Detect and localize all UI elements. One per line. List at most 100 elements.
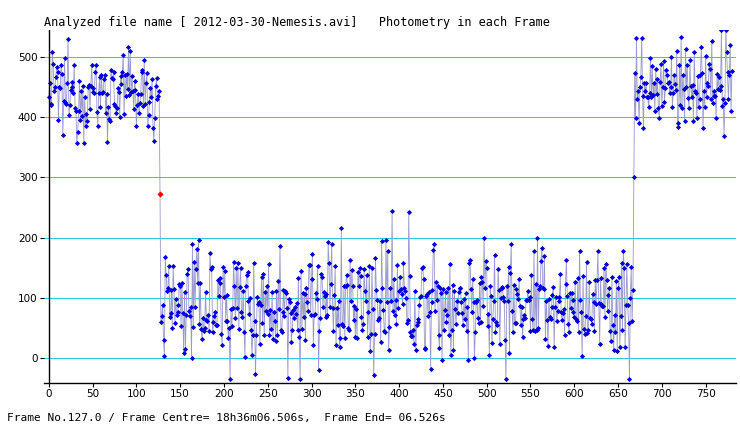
Point bbox=[252, 294, 263, 300]
Point bbox=[411, 322, 423, 329]
Point bbox=[269, 317, 280, 324]
Point bbox=[357, 326, 369, 333]
Point bbox=[82, 84, 94, 91]
Point bbox=[615, 312, 627, 319]
Point bbox=[224, 376, 236, 383]
Point bbox=[297, 313, 309, 320]
Point bbox=[44, 101, 56, 108]
Point bbox=[720, 26, 732, 33]
Point bbox=[260, 308, 272, 314]
Point bbox=[336, 320, 348, 327]
Point bbox=[567, 297, 579, 303]
Point bbox=[491, 322, 503, 329]
Point bbox=[255, 302, 266, 309]
Point bbox=[696, 44, 707, 51]
Point bbox=[453, 288, 465, 295]
Point bbox=[559, 280, 571, 287]
Point bbox=[92, 122, 104, 129]
Point bbox=[243, 311, 255, 317]
Point bbox=[183, 308, 195, 314]
Point bbox=[54, 85, 66, 92]
Point bbox=[268, 308, 280, 315]
Point bbox=[520, 297, 532, 304]
Point bbox=[213, 293, 225, 300]
Point bbox=[572, 275, 584, 281]
Point bbox=[406, 333, 417, 340]
Point bbox=[296, 326, 308, 333]
Point bbox=[121, 71, 132, 77]
Point bbox=[711, 71, 723, 78]
Point bbox=[724, 41, 736, 48]
Point bbox=[589, 276, 601, 283]
Point bbox=[493, 286, 505, 293]
Point bbox=[488, 251, 500, 258]
Point bbox=[90, 62, 102, 68]
Point bbox=[645, 94, 657, 101]
Point bbox=[101, 138, 113, 145]
Point bbox=[707, 88, 719, 95]
Point bbox=[548, 344, 560, 351]
Point bbox=[380, 237, 392, 244]
Point bbox=[696, 70, 708, 76]
Point bbox=[502, 263, 514, 270]
Point bbox=[569, 279, 581, 286]
Point bbox=[688, 48, 700, 55]
Point bbox=[202, 312, 214, 318]
Point bbox=[292, 327, 303, 334]
Point bbox=[543, 295, 555, 302]
Point bbox=[137, 69, 149, 76]
Point bbox=[426, 286, 438, 293]
Point bbox=[349, 302, 360, 309]
Point bbox=[97, 88, 109, 95]
Point bbox=[576, 309, 588, 315]
Point bbox=[64, 102, 75, 109]
Point bbox=[95, 104, 107, 111]
Point bbox=[214, 280, 226, 286]
Point bbox=[114, 114, 126, 121]
Point bbox=[143, 111, 155, 118]
Point bbox=[329, 263, 341, 270]
Point bbox=[126, 73, 138, 79]
Point bbox=[306, 276, 317, 283]
Point bbox=[223, 334, 235, 341]
Point bbox=[311, 295, 323, 302]
Point bbox=[396, 290, 408, 297]
Point bbox=[245, 326, 257, 333]
Point bbox=[565, 304, 576, 311]
Point bbox=[118, 111, 130, 118]
Point bbox=[616, 327, 628, 334]
Point bbox=[52, 68, 64, 75]
Point bbox=[625, 264, 637, 270]
Point bbox=[448, 287, 460, 294]
Point bbox=[718, 132, 730, 139]
Point bbox=[197, 314, 209, 321]
Point bbox=[331, 305, 343, 312]
Point bbox=[521, 296, 533, 303]
Point bbox=[574, 247, 585, 254]
Point bbox=[45, 102, 57, 108]
Point bbox=[167, 263, 179, 269]
Point bbox=[85, 83, 97, 90]
Point bbox=[406, 333, 418, 340]
Point bbox=[217, 263, 229, 270]
Point bbox=[94, 74, 106, 80]
Point bbox=[105, 67, 117, 74]
Point bbox=[525, 272, 537, 278]
Point bbox=[473, 319, 485, 326]
Point bbox=[293, 334, 305, 341]
Point bbox=[502, 297, 514, 304]
Point bbox=[350, 306, 362, 312]
Point bbox=[387, 308, 399, 315]
Point bbox=[554, 297, 565, 304]
Point bbox=[47, 48, 58, 55]
Point bbox=[665, 84, 676, 91]
Point bbox=[340, 271, 352, 278]
Point bbox=[158, 336, 169, 343]
Point bbox=[354, 264, 366, 271]
Point bbox=[681, 84, 693, 91]
Point bbox=[195, 326, 207, 333]
Point bbox=[134, 100, 146, 107]
Point bbox=[147, 125, 159, 131]
Point bbox=[538, 286, 550, 293]
Point bbox=[166, 286, 178, 293]
